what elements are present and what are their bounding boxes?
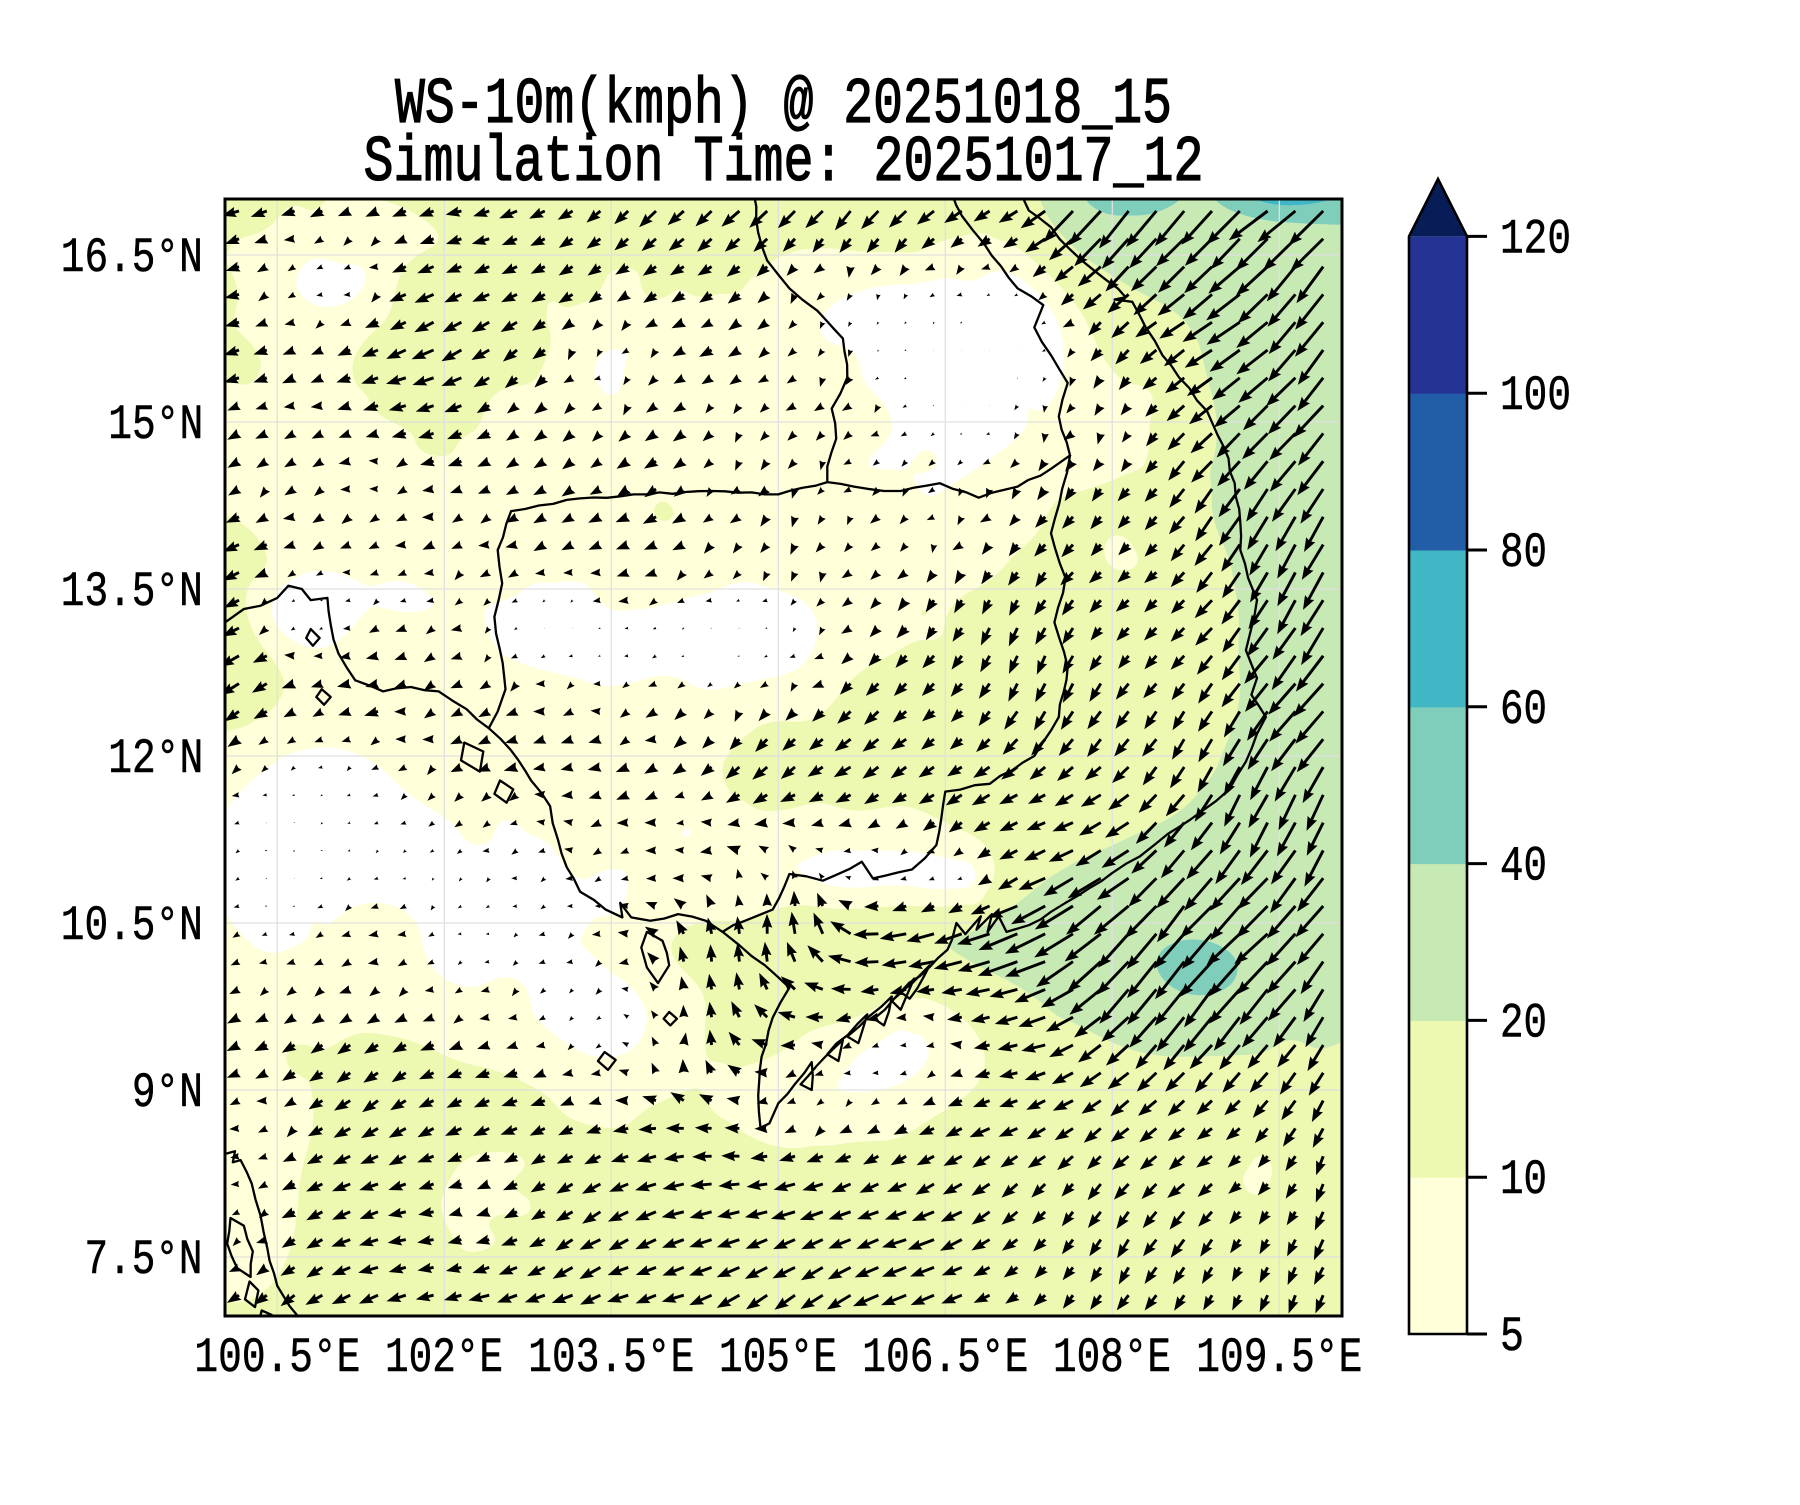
svg-text:12°N: 12°N [108,732,203,787]
svg-text:103.5°E: 103.5°E [528,1331,694,1386]
svg-text:Simulation Time: 20251017_12: Simulation Time: 20251017_12 [364,127,1204,200]
svg-text:40: 40 [1500,840,1547,895]
svg-text:109.5°E: 109.5°E [1196,1331,1362,1386]
svg-text:5: 5 [1500,1310,1524,1365]
svg-text:100.5°E: 100.5°E [194,1331,360,1386]
svg-text:100: 100 [1500,369,1571,424]
svg-text:15°N: 15°N [108,398,203,453]
svg-text:20: 20 [1500,997,1547,1052]
svg-text:108°E: 108°E [1053,1331,1171,1386]
svg-text:80: 80 [1500,526,1547,581]
svg-text:7.5°N: 7.5°N [85,1233,203,1288]
svg-text:120: 120 [1500,213,1571,268]
svg-text:102°E: 102°E [385,1331,503,1386]
svg-text:105°E: 105°E [719,1331,837,1386]
svg-text:WS-10m(kmph) @ 20251018_15: WS-10m(kmph) @ 20251018_15 [395,69,1172,142]
svg-text:16.5°N: 16.5°N [61,231,203,286]
svg-text:10.5°N: 10.5°N [61,899,203,954]
svg-text:9°N: 9°N [132,1066,203,1121]
svg-text:10: 10 [1500,1153,1547,1208]
svg-text:60: 60 [1500,683,1547,738]
svg-text:13.5°N: 13.5°N [61,565,203,620]
svg-text:106.5°E: 106.5°E [862,1331,1028,1386]
